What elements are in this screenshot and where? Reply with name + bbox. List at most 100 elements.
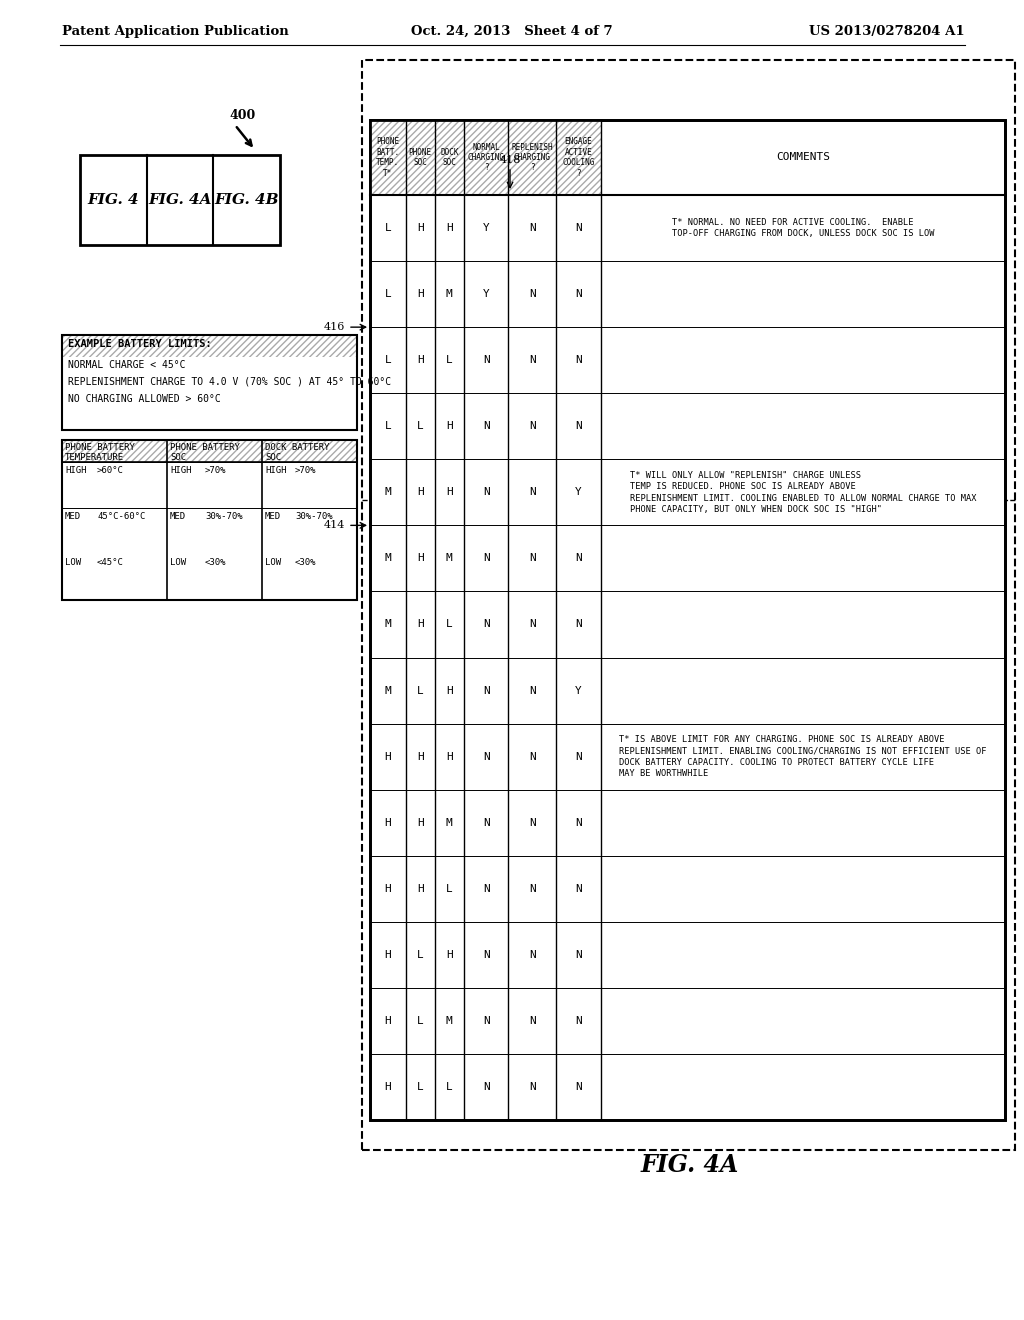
Text: M: M [446, 553, 453, 564]
Text: L: L [417, 950, 424, 960]
Text: Y: Y [574, 685, 582, 696]
Text: N: N [528, 619, 536, 630]
Text: N: N [483, 1082, 489, 1092]
Text: MED: MED [65, 512, 81, 521]
Text: L: L [417, 421, 424, 432]
Text: L: L [446, 619, 453, 630]
Text: H: H [417, 884, 424, 894]
Text: FIG. 4A: FIG. 4A [641, 1152, 739, 1177]
Text: H: H [384, 884, 391, 894]
Text: Patent Application Publication: Patent Application Publication [62, 25, 289, 38]
Text: 45°C-60°C: 45°C-60°C [97, 512, 145, 521]
Text: L: L [384, 421, 391, 432]
Text: N: N [483, 950, 489, 960]
Text: COMMENTS: COMMENTS [776, 153, 829, 162]
Text: N: N [528, 355, 536, 366]
Text: T* WILL ONLY ALLOW "REPLENISH" CHARGE UNLESS
TEMP IS REDUCED. PHONE SOC IS ALREA: T* WILL ONLY ALLOW "REPLENISH" CHARGE UN… [630, 471, 976, 513]
Text: H: H [384, 950, 391, 960]
Text: NO CHARGING ALLOWED > 60°C: NO CHARGING ALLOWED > 60°C [68, 393, 221, 404]
Text: N: N [483, 487, 489, 498]
Text: LOW: LOW [65, 558, 81, 568]
Text: PHONE
SOC: PHONE SOC [409, 148, 432, 168]
Text: MED: MED [265, 512, 282, 521]
Text: N: N [528, 685, 536, 696]
Text: N: N [483, 685, 489, 696]
Text: H: H [446, 685, 453, 696]
Text: 30%-70%: 30%-70% [205, 512, 243, 521]
Text: M: M [384, 619, 391, 630]
Text: H: H [417, 289, 424, 300]
Text: N: N [574, 751, 582, 762]
Text: FIG. 4B: FIG. 4B [214, 193, 279, 207]
Text: N: N [483, 751, 489, 762]
Text: Oct. 24, 2013   Sheet 4 of 7: Oct. 24, 2013 Sheet 4 of 7 [412, 25, 612, 38]
Text: N: N [574, 884, 582, 894]
Text: <30%: <30% [295, 558, 316, 568]
Text: N: N [574, 817, 582, 828]
Text: L: L [384, 289, 391, 300]
Text: TEMPERATURE: TEMPERATURE [65, 453, 124, 462]
Text: N: N [483, 817, 489, 828]
Text: PHONE
BATT.
TEMP.
T*: PHONE BATT. TEMP. T* [376, 137, 399, 178]
Text: N: N [574, 421, 582, 432]
Text: M: M [446, 817, 453, 828]
Text: H: H [417, 619, 424, 630]
Text: NORMAL
CHARGING
?: NORMAL CHARGING ? [468, 143, 505, 173]
Text: H: H [446, 950, 453, 960]
Text: PHONE BATTERY: PHONE BATTERY [170, 444, 240, 451]
Text: N: N [528, 1082, 536, 1092]
Bar [370, 120, 1005, 1119]
Text: L: L [417, 1016, 424, 1026]
Text: L: L [417, 685, 424, 696]
Text: DOCK BATTERY: DOCK BATTERY [265, 444, 330, 451]
Text: N: N [483, 553, 489, 564]
Text: EXAMPLE BATTERY LIMITS:: EXAMPLE BATTERY LIMITS: [68, 339, 212, 348]
Text: N: N [574, 1082, 582, 1092]
Text: N: N [528, 223, 536, 234]
Text: HIGH: HIGH [65, 466, 86, 475]
Text: 416: 416 [324, 322, 345, 333]
Text: L: L [384, 355, 391, 366]
Text: REPLENISHMENT CHARGE TO 4.0 V (70% SOC ) AT 45° TO 60°C: REPLENISHMENT CHARGE TO 4.0 V (70% SOC )… [68, 378, 391, 387]
Text: N: N [574, 619, 582, 630]
Bar [80, 154, 280, 246]
Text: N: N [528, 421, 536, 432]
Text: ENGAGE
ACTIVE
COOLING
?: ENGAGE ACTIVE COOLING ? [562, 137, 595, 178]
Text: H: H [446, 751, 453, 762]
Text: L: L [446, 884, 453, 894]
Text: MED: MED [170, 512, 186, 521]
Text: N: N [528, 950, 536, 960]
Text: >70%: >70% [295, 466, 316, 475]
Text: L: L [417, 1082, 424, 1092]
Text: M: M [446, 1016, 453, 1026]
Text: 414: 414 [324, 520, 345, 531]
Text: N: N [483, 355, 489, 366]
Text: H: H [384, 1082, 391, 1092]
Text: N: N [574, 289, 582, 300]
Text: >60°C: >60°C [97, 466, 124, 475]
Text: M: M [446, 289, 453, 300]
Text: SOC: SOC [170, 453, 186, 462]
Text: N: N [528, 289, 536, 300]
Text: T* NORMAL. NO NEED FOR ACTIVE COOLING.  ENABLE
TOP-OFF CHARGING FROM DOCK, UNLES: T* NORMAL. NO NEED FOR ACTIVE COOLING. E… [672, 218, 934, 239]
Bar [362, 59, 1015, 1150]
Text: L: L [384, 223, 391, 234]
Text: L: L [446, 1082, 453, 1092]
Text: PHONE BATTERY: PHONE BATTERY [65, 444, 135, 451]
Text: US 2013/0278204 A1: US 2013/0278204 A1 [809, 25, 965, 38]
Text: N: N [483, 884, 489, 894]
Text: H: H [384, 751, 391, 762]
Text: <30%: <30% [205, 558, 226, 568]
Text: REPLENISH
CHARGING
?: REPLENISH CHARGING ? [511, 143, 553, 173]
Text: >70%: >70% [205, 466, 226, 475]
Text: Y: Y [483, 289, 489, 300]
Bar [62, 335, 357, 356]
Text: H: H [417, 487, 424, 498]
Text: N: N [528, 884, 536, 894]
Text: N: N [528, 1016, 536, 1026]
Text: N: N [574, 553, 582, 564]
Bar [370, 120, 600, 195]
Text: H: H [446, 223, 453, 234]
Text: <45°C: <45°C [97, 558, 124, 568]
Text: H: H [446, 421, 453, 432]
